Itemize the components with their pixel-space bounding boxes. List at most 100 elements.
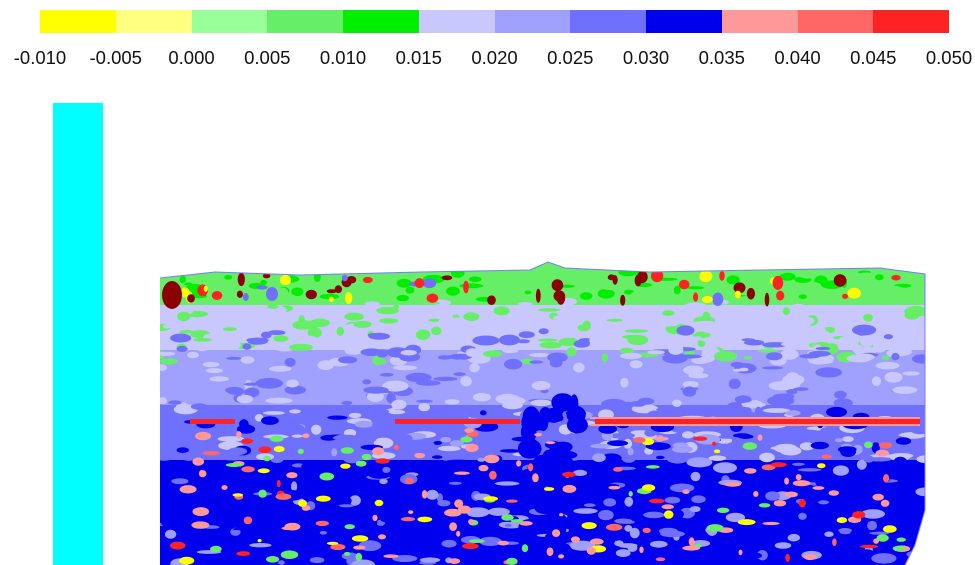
contour-patch-low — [232, 527, 258, 531]
contour-patch-top — [663, 333, 677, 343]
contour-patch-mid — [842, 436, 854, 442]
contour-patch-low — [666, 452, 689, 464]
contour-patch-mid — [744, 339, 765, 346]
contour-hotspot — [562, 471, 576, 478]
contour-edge-spot — [746, 287, 756, 300]
contour-patch-mid — [762, 408, 791, 413]
contour-patch-mid — [517, 339, 530, 344]
contour-patch-top — [686, 286, 705, 290]
contour-patch-low — [848, 481, 860, 486]
tick-label: 0.000 — [168, 47, 215, 68]
contour-patch-top — [396, 278, 412, 288]
contour-patch-mid — [338, 356, 358, 364]
contour-hotspot — [879, 442, 893, 449]
contour-patch-mid — [668, 344, 684, 355]
contour-patch-top — [743, 356, 753, 360]
contour-hotspot — [744, 468, 757, 474]
contour-patch-top — [601, 285, 622, 291]
contour-hotspot — [258, 489, 267, 498]
contour-patch-mid — [682, 380, 699, 388]
contour-patch-mid — [902, 371, 920, 376]
contour-patch-low — [329, 493, 351, 500]
contour-patch-low — [433, 440, 442, 445]
contour-hotspot — [773, 500, 787, 507]
contour-hotspot — [462, 543, 479, 550]
contour-patch-top — [757, 349, 779, 353]
contour-patch-top — [798, 272, 821, 279]
contour-patch-top — [537, 338, 558, 342]
contour-patch-top — [344, 347, 363, 355]
contour-patch-mid — [656, 407, 681, 412]
contour-edge-spot — [847, 287, 861, 299]
contour-patch-low — [349, 495, 361, 506]
contour-hotspot — [276, 479, 281, 488]
contour-patch-top — [405, 286, 415, 294]
contour-hotspot — [896, 537, 906, 542]
contour-hotspot — [633, 437, 646, 443]
contour-hotspot — [457, 505, 472, 514]
contour-patch-mid — [808, 350, 831, 357]
contour-patch-low — [645, 442, 671, 451]
contour-patch-mid — [699, 337, 726, 342]
contour-patch-low — [815, 477, 835, 488]
contour-patch-mid — [759, 452, 775, 463]
color-swatch-8 — [646, 10, 722, 33]
contour-patch-mid — [269, 365, 292, 372]
contour-patch-top — [291, 287, 304, 297]
contour-patch-low — [732, 433, 752, 438]
contour-patch-low — [301, 463, 314, 469]
contour-patch-mid — [891, 352, 900, 361]
contour-hotspot — [882, 525, 897, 533]
contour-patch-low — [479, 536, 502, 547]
contour-patch-low — [624, 496, 634, 507]
contour-hotspot — [275, 493, 292, 500]
contour-hotspot — [758, 503, 771, 508]
contour-hotspot — [170, 541, 186, 550]
contour-hotspot — [559, 513, 564, 517]
color-scale-tick-labels: -0.010 -0.005 0.000 0.005 0.010 0.015 0.020 0.0… — [0, 46, 975, 70]
color-swatch-3 — [267, 10, 343, 33]
contour-hotspot — [340, 447, 354, 454]
contour-patch-low — [392, 555, 418, 562]
contour-patch-mid — [221, 341, 241, 349]
contour-patch-low — [601, 453, 622, 464]
contour-patch-mid — [444, 399, 460, 405]
contour-hotspot — [792, 480, 811, 487]
contour-patch-low — [273, 543, 290, 549]
contour-patch-top — [376, 306, 400, 315]
contour-hotspot — [243, 516, 253, 525]
contour-patch-mid — [549, 358, 563, 368]
contour-patch-top — [593, 315, 601, 326]
contour-patch-mid — [170, 333, 192, 343]
contour-patch-low — [774, 542, 792, 549]
contour-patch-low — [345, 518, 365, 526]
contour-patch-top — [782, 307, 791, 316]
contour-patch-top — [673, 285, 681, 295]
contour-patch-low — [419, 557, 441, 563]
contour-edge-spot — [187, 294, 195, 303]
contour-hotspot — [192, 457, 205, 466]
contour-patch-mid — [472, 392, 491, 402]
contour-patch-low — [176, 447, 189, 453]
contour-patch-low — [291, 481, 298, 492]
contour-patch-mid — [362, 379, 372, 385]
contour-patch-mid — [682, 386, 697, 397]
contour-patch-mid — [449, 353, 473, 360]
contour-patch-mid — [853, 345, 863, 350]
contour-hotspot — [460, 436, 473, 443]
contour-patch-top — [409, 314, 420, 325]
contour-patch-top — [529, 352, 551, 358]
contour-hotspot — [663, 510, 674, 519]
contour-patch-mid — [262, 411, 285, 415]
contour-hotspot — [661, 504, 674, 510]
contour-hotspot — [202, 451, 220, 456]
contour-patch-top — [518, 307, 538, 317]
contour-hotspot — [414, 452, 426, 459]
contour-hotspot — [497, 540, 509, 546]
contour-patch-low — [860, 549, 874, 556]
color-swatch-2 — [191, 10, 268, 33]
contour-patch-low — [477, 457, 486, 462]
contour-patch-mid — [683, 365, 704, 375]
contour-hotspot — [355, 460, 367, 467]
contour-patch-top — [440, 281, 451, 288]
